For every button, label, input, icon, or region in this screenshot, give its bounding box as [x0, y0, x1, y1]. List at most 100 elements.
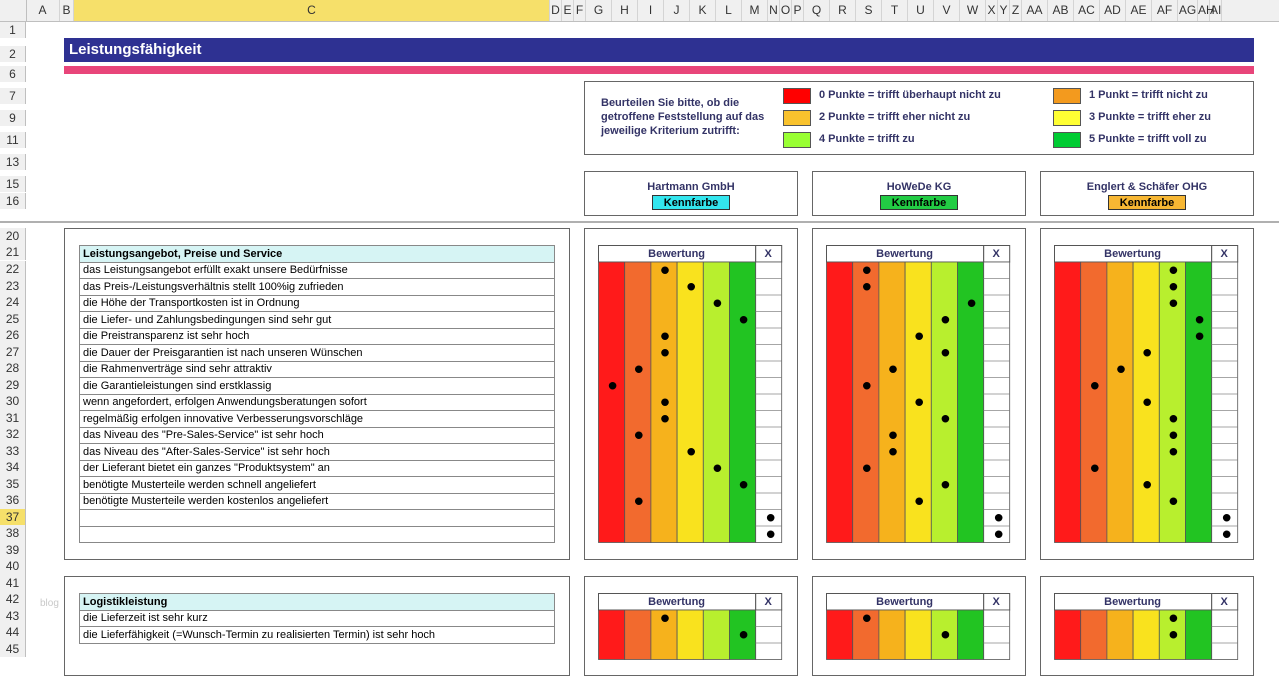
- row-header-35[interactable]: 35: [0, 475, 26, 492]
- criterion-cell[interactable]: das Niveau des "After-Sales-Service" ist…: [79, 443, 555, 461]
- select-all-corner[interactable]: [0, 0, 27, 21]
- table-row[interactable]: die Lieferzeit ist sehr kurz: [79, 609, 555, 627]
- table-row[interactable]: benötigte Musterteile werden schnell ang…: [79, 476, 555, 494]
- column-header-ai[interactable]: AI: [1210, 0, 1222, 21]
- row-header-39[interactable]: 39: [0, 541, 26, 558]
- column-header-x[interactable]: X: [986, 0, 998, 21]
- row-header-34[interactable]: 34: [0, 459, 26, 476]
- criterion-cell[interactable]: die Dauer der Preisgarantien ist nach un…: [79, 344, 555, 362]
- table-row[interactable]: die Preistransparenz ist sehr hoch: [79, 327, 555, 345]
- column-header-c[interactable]: C: [74, 0, 550, 21]
- row-header-9[interactable]: 9: [0, 110, 26, 126]
- column-header-ah[interactable]: AH: [1198, 0, 1215, 21]
- column-header-t[interactable]: T: [882, 0, 908, 21]
- row-header-38[interactable]: 38: [0, 525, 26, 542]
- row-header-13[interactable]: 13: [0, 154, 26, 170]
- criterion-cell[interactable]: die Garantieleistungen sind erstklassig: [79, 377, 555, 395]
- column-header-m[interactable]: M: [742, 0, 768, 21]
- column-header-h[interactable]: H: [612, 0, 638, 21]
- criterion-cell[interactable]: [79, 525, 555, 543]
- column-header-l[interactable]: L: [716, 0, 742, 21]
- column-header-af[interactable]: AF: [1152, 0, 1178, 21]
- table-row[interactable]: regelmäßig erfolgen innovative Verbesser…: [79, 410, 555, 428]
- row-header-44[interactable]: 44: [0, 624, 26, 641]
- criterion-cell[interactable]: das Preis-/Leistungsverhältnis stellt 10…: [79, 278, 555, 296]
- table-row[interactable]: benötigte Musterteile werden kostenlos a…: [79, 492, 555, 510]
- row-header-37[interactable]: 37: [0, 508, 26, 525]
- row-header-36[interactable]: 36: [0, 492, 26, 509]
- table-row[interactable]: die Liefer- und Zahlungsbedingungen sind…: [79, 311, 555, 329]
- row-header-29[interactable]: 29: [0, 376, 26, 393]
- table-row[interactable]: die Rahmenverträge sind sehr attraktiv: [79, 360, 555, 378]
- row-header-11[interactable]: 11: [0, 132, 26, 148]
- column-header-b[interactable]: B: [60, 0, 74, 21]
- column-header-aa[interactable]: AA: [1022, 0, 1048, 21]
- table-row[interactable]: die Höhe der Transportkosten ist in Ordn…: [79, 294, 555, 312]
- table-row[interactable]: das Niveau des "After-Sales-Service" ist…: [79, 443, 555, 461]
- table-row[interactable]: die Dauer der Preisgarantien ist nach un…: [79, 344, 555, 362]
- row-header-1[interactable]: 1: [0, 22, 26, 38]
- row-header-21[interactable]: 21: [0, 244, 26, 260]
- column-header-q[interactable]: Q: [804, 0, 830, 21]
- column-header-ac[interactable]: AC: [1074, 0, 1100, 21]
- column-header-ae[interactable]: AE: [1126, 0, 1152, 21]
- row-header-23[interactable]: 23: [0, 277, 26, 294]
- table-row[interactable]: wenn angefordert, erfolgen Anwendungsber…: [79, 393, 555, 411]
- column-header-n[interactable]: N: [768, 0, 780, 21]
- row-header-42[interactable]: 42: [0, 591, 26, 608]
- row-header-27[interactable]: 27: [0, 343, 26, 360]
- column-header-g[interactable]: G: [586, 0, 612, 21]
- column-header-y[interactable]: Y: [998, 0, 1010, 21]
- row-header-32[interactable]: 32: [0, 426, 26, 443]
- table-row[interactable]: das Niveau des "Pre-Sales-Service" ist s…: [79, 426, 555, 444]
- row-header-22[interactable]: 22: [0, 261, 26, 278]
- criterion-cell[interactable]: die Höhe der Transportkosten ist in Ordn…: [79, 294, 555, 312]
- row-header-15[interactable]: 15: [0, 176, 26, 192]
- column-header-d[interactable]: D: [550, 0, 562, 21]
- table-row[interactable]: die Lieferfähigkeit (=Wunsch-Termin zu r…: [79, 626, 555, 644]
- column-header-j[interactable]: J: [664, 0, 690, 21]
- column-header-p[interactable]: P: [792, 0, 804, 21]
- row-header-26[interactable]: 26: [0, 327, 26, 344]
- row-header-20[interactable]: 20: [0, 228, 26, 244]
- table-row[interactable]: das Preis-/Leistungsverhältnis stellt 10…: [79, 278, 555, 296]
- criterion-cell[interactable]: die Rahmenverträge sind sehr attraktiv: [79, 360, 555, 378]
- criterion-cell[interactable]: das Leistungsangebot erfüllt exakt unser…: [79, 261, 555, 279]
- criterion-cell[interactable]: [79, 509, 555, 527]
- table-row[interactable]: [79, 509, 555, 527]
- column-header-u[interactable]: U: [908, 0, 934, 21]
- row-header-25[interactable]: 25: [0, 310, 26, 327]
- column-header-v[interactable]: V: [934, 0, 960, 21]
- column-header-r[interactable]: R: [830, 0, 856, 21]
- criterion-cell[interactable]: benötigte Musterteile werden schnell ang…: [79, 476, 555, 494]
- criterion-cell[interactable]: die Liefer- und Zahlungsbedingungen sind…: [79, 311, 555, 329]
- row-header-41[interactable]: 41: [0, 574, 26, 591]
- row-header-33[interactable]: 33: [0, 442, 26, 459]
- table-row[interactable]: die Garantieleistungen sind erstklassig: [79, 377, 555, 395]
- column-header-f[interactable]: F: [574, 0, 586, 21]
- column-header-z[interactable]: Z: [1010, 0, 1022, 21]
- column-header-ag[interactable]: AG: [1178, 0, 1198, 21]
- column-header-i[interactable]: I: [638, 0, 664, 21]
- row-header-28[interactable]: 28: [0, 360, 26, 377]
- table-row[interactable]: der Lieferant bietet ein ganzes "Produkt…: [79, 459, 555, 477]
- criterion-cell[interactable]: regelmäßig erfolgen innovative Verbesser…: [79, 410, 555, 428]
- criterion-cell[interactable]: wenn angefordert, erfolgen Anwendungsber…: [79, 393, 555, 411]
- column-header-ad[interactable]: AD: [1100, 0, 1126, 21]
- column-header-k[interactable]: K: [690, 0, 716, 21]
- criterion-cell[interactable]: die Lieferzeit ist sehr kurz: [79, 609, 555, 627]
- criterion-cell[interactable]: die Preistransparenz ist sehr hoch: [79, 327, 555, 345]
- column-header-a[interactable]: A: [26, 0, 60, 21]
- table-row[interactable]: das Leistungsangebot erfüllt exakt unser…: [79, 261, 555, 279]
- row-header-31[interactable]: 31: [0, 409, 26, 426]
- row-header-6[interactable]: 6: [0, 66, 26, 82]
- row-header-2[interactable]: 2: [0, 46, 26, 62]
- criterion-cell[interactable]: benötigte Musterteile werden kostenlos a…: [79, 492, 555, 510]
- criterion-cell[interactable]: das Niveau des "Pre-Sales-Service" ist s…: [79, 426, 555, 444]
- row-header-24[interactable]: 24: [0, 294, 26, 311]
- column-header-o[interactable]: O: [780, 0, 792, 21]
- row-header-43[interactable]: 43: [0, 607, 26, 624]
- column-header-w[interactable]: W: [960, 0, 986, 21]
- table-row[interactable]: [79, 525, 555, 543]
- row-header-7[interactable]: 7: [0, 88, 26, 104]
